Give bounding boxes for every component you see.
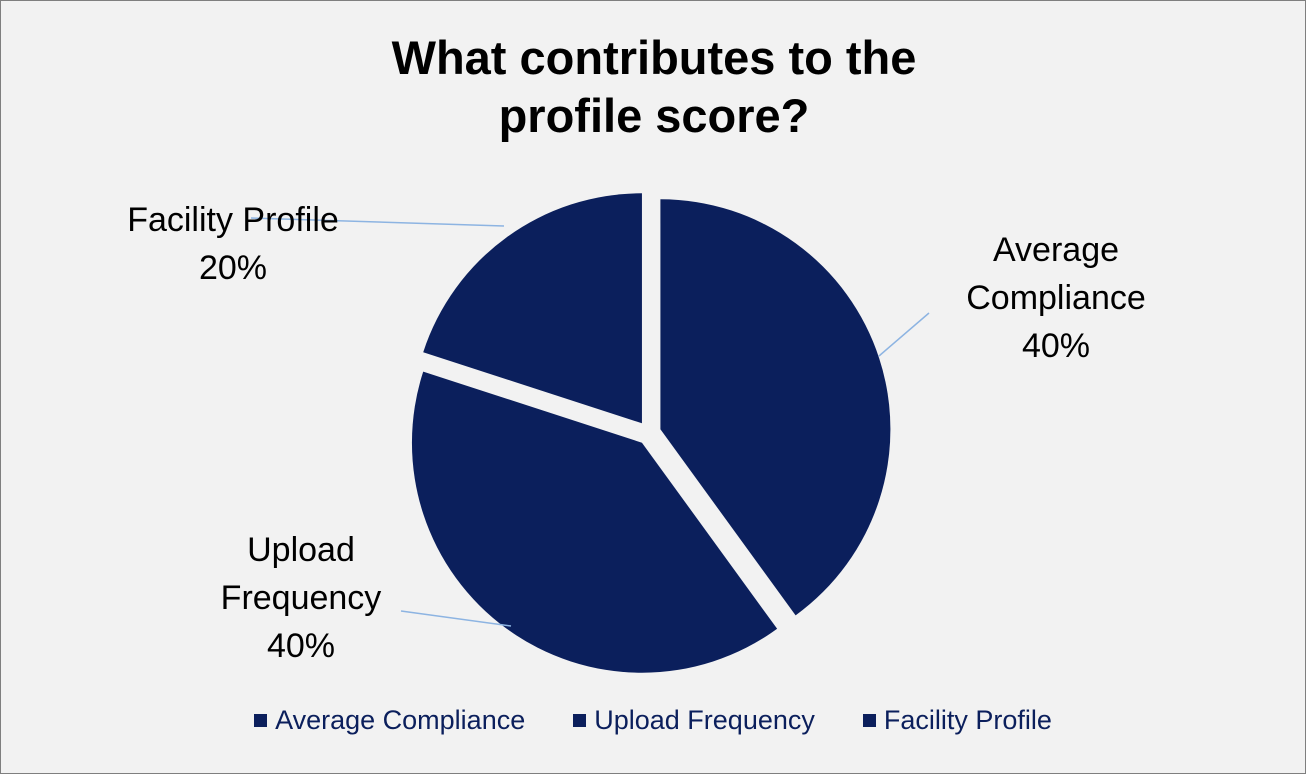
legend-swatch	[862, 714, 876, 727]
leader-line	[400, 610, 512, 627]
chart-title: What contributes to the profile score?	[391, 31, 917, 142]
legend-item: Average Compliance	[254, 705, 525, 736]
legend-label: Upload Frequency	[594, 705, 815, 735]
data-label: Facility Profile 20%	[103, 196, 363, 292]
data-label-value: 20%	[198, 249, 268, 287]
legend-label: Average Compliance	[275, 705, 526, 735]
data-label-value: 40%	[1021, 327, 1091, 365]
pie-slice	[411, 371, 778, 673]
data-label: Average Compliance 40%	[926, 226, 1186, 370]
data-label: Upload Frequency 40%	[171, 526, 431, 670]
legend-item: Facility Profile	[862, 705, 1052, 736]
leader-line	[250, 217, 505, 227]
pie-slice	[660, 199, 891, 616]
data-label-category: Upload Frequency	[220, 531, 382, 617]
legend-item: Upload Frequency	[573, 705, 815, 736]
legend: Average Compliance Upload Frequency Facili…	[1, 705, 1305, 736]
pie-slice	[423, 193, 642, 424]
legend-swatch	[254, 714, 268, 727]
data-label-category: Average Compliance	[966, 231, 1146, 317]
data-label-category: Facility Profile	[127, 201, 339, 239]
leader-line	[878, 312, 930, 357]
legend-label: Facility Profile	[883, 705, 1052, 735]
data-label-value: 40%	[266, 627, 336, 665]
legend-swatch	[573, 714, 587, 727]
